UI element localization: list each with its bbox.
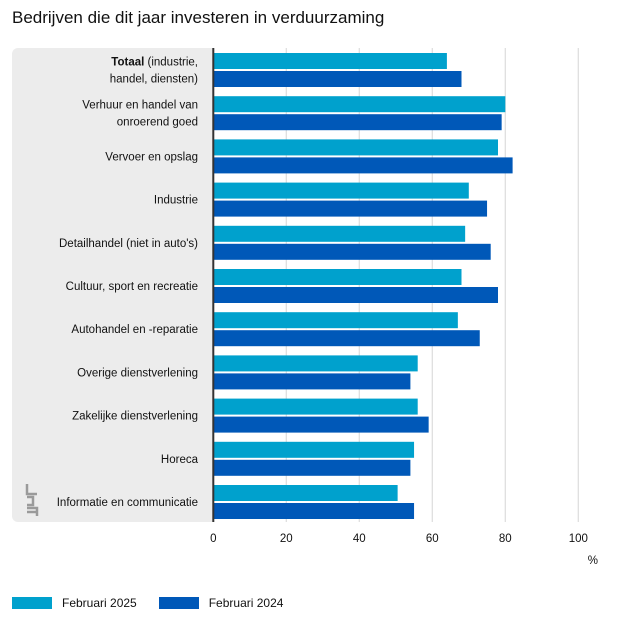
logo-icon [25, 484, 39, 516]
bar-2024 [213, 157, 513, 174]
x-tick-label: 80 [499, 533, 512, 545]
category-label: Cultuur, sport en recreatie [66, 281, 198, 293]
bar-2024 [213, 114, 502, 131]
category-label: Totaal (industrie, handel, diensten) [110, 57, 198, 86]
legend-swatch [158, 597, 199, 609]
legend: Februari 2025 Februari 2024 [12, 596, 283, 610]
bar-2025 [213, 225, 466, 242]
bar-2025 [213, 441, 415, 458]
x-tick-label: 40 [353, 533, 366, 545]
bar-2025 [213, 485, 398, 501]
bar-2025 [213, 312, 458, 329]
bar-2024 [213, 373, 411, 390]
bar-2024 [213, 71, 462, 87]
bar-2024 [213, 459, 411, 476]
bar-2025 [213, 96, 506, 113]
bar-2024 [213, 330, 480, 347]
legend-label: Februari 2024 [208, 596, 284, 610]
category-label: Horeca [161, 454, 199, 466]
legend-item-2024: Februari 2024 [158, 596, 284, 610]
bar-2025 [213, 269, 462, 285]
bar-2025 [213, 398, 418, 415]
legend-swatch [12, 597, 52, 609]
x-tick-label: 20 [280, 533, 293, 545]
bar-2024 [213, 243, 491, 260]
bar-2025 [213, 53, 447, 69]
bar-2025 [213, 139, 499, 156]
legend-item-2025: Februari 2025 [12, 596, 137, 610]
x-tick-label: 100 [569, 533, 588, 545]
bar-2024 [213, 416, 429, 433]
category-label: Vervoer en opslag [105, 151, 198, 163]
bar-2025 [213, 182, 469, 199]
category-label: Autohandel en -reparatie [71, 324, 198, 336]
x-unit-label: % [588, 555, 598, 567]
category-label: Detailhandel (niet in auto's) [59, 238, 198, 250]
category-label: Informatie en communicatie [57, 497, 198, 509]
bar-2024 [213, 287, 499, 303]
legend-label: Februari 2025 [62, 596, 137, 610]
category-label: Industrie [154, 195, 198, 207]
bar-2024 [213, 200, 488, 217]
chart-title: Bedrijven die dit jaar investeren in ver… [12, 8, 385, 27]
x-tick-label: 60 [426, 533, 439, 545]
bar-2024 [213, 503, 415, 519]
category-label: Overige dienstverlening [77, 367, 198, 379]
category-panel [12, 48, 214, 522]
category-label: Verhuur en handel van onroerend goed [82, 100, 198, 129]
bar-2025 [213, 355, 418, 372]
category-label: Zakelijke dienstverlening [72, 411, 198, 423]
x-tick-label: 0 [210, 533, 216, 545]
